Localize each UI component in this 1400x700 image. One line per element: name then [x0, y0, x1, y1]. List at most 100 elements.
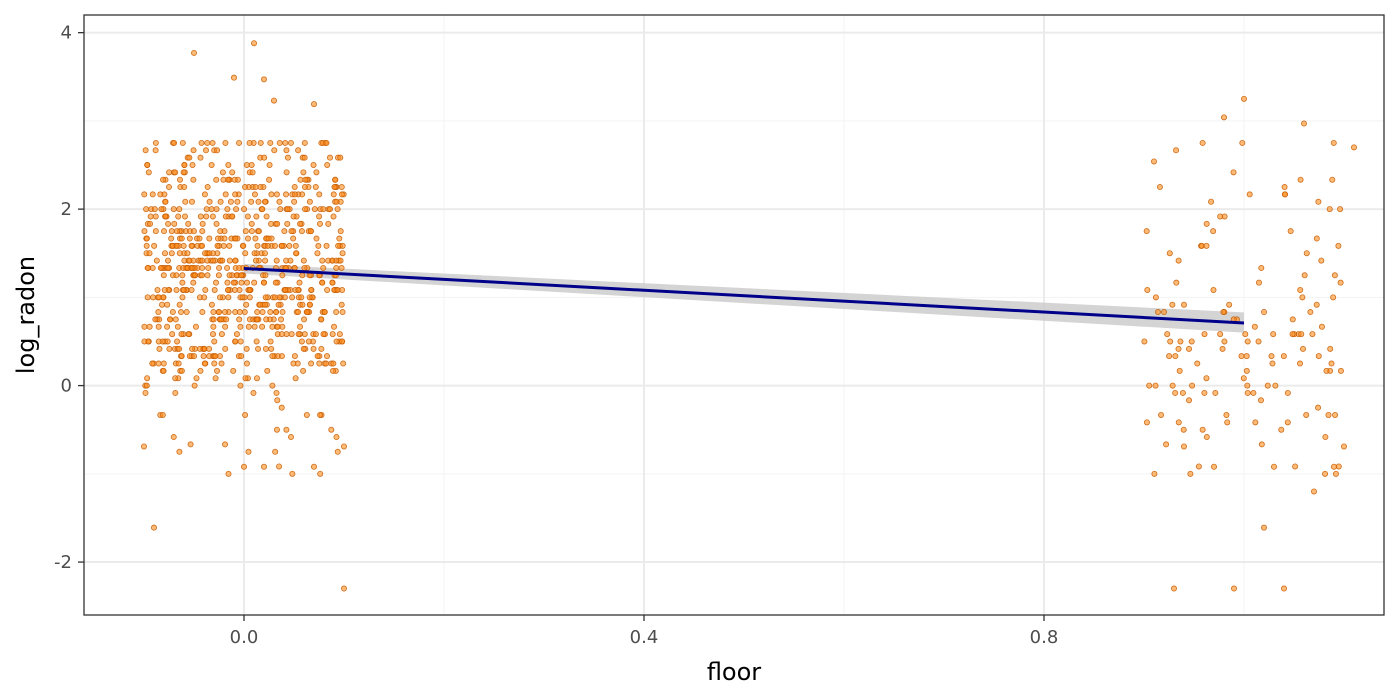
data-point	[261, 250, 268, 257]
data-point	[268, 345, 275, 352]
data-point	[318, 345, 325, 352]
data-point	[1257, 397, 1264, 404]
data-point	[199, 220, 206, 227]
data-point	[1173, 279, 1180, 286]
data-point	[1144, 286, 1151, 293]
data-point	[287, 139, 294, 146]
data-point	[338, 301, 345, 308]
data-point	[179, 279, 186, 286]
data-point	[297, 323, 304, 330]
data-point	[166, 345, 173, 352]
data-point	[316, 220, 323, 227]
data-point	[1212, 389, 1219, 396]
x-tick-label: 0.8	[1030, 627, 1059, 648]
data-point	[1210, 228, 1217, 235]
data-point	[1175, 345, 1182, 352]
data-point	[161, 286, 168, 293]
data-point	[213, 176, 220, 183]
data-point	[259, 323, 266, 330]
data-point	[1303, 411, 1310, 418]
data-point	[208, 206, 215, 213]
data-point	[237, 338, 244, 345]
data-point	[1351, 144, 1358, 151]
data-point	[323, 353, 330, 360]
data-point	[1284, 389, 1291, 396]
data-point	[252, 235, 259, 242]
data-point	[181, 161, 188, 168]
data-point	[330, 360, 337, 367]
data-point	[1287, 228, 1294, 235]
data-point	[306, 294, 313, 301]
data-point	[326, 154, 333, 161]
data-point	[301, 331, 308, 338]
data-point	[141, 191, 148, 198]
data-point	[1203, 434, 1210, 441]
data-point	[1332, 411, 1339, 418]
data-point	[1210, 286, 1217, 293]
data-point	[310, 463, 317, 470]
data-point	[295, 309, 302, 316]
data-point	[1169, 301, 1176, 308]
data-point	[193, 375, 200, 382]
data-point	[201, 360, 208, 367]
data-point	[248, 228, 255, 235]
data-point	[331, 184, 338, 191]
data-point	[213, 206, 220, 213]
data-point	[1251, 323, 1258, 330]
data-point	[1322, 434, 1329, 441]
data-point	[242, 375, 249, 382]
data-point	[198, 272, 205, 279]
data-point	[251, 191, 258, 198]
data-point	[222, 323, 229, 330]
data-point	[274, 323, 281, 330]
data-point	[145, 169, 152, 176]
data-point	[159, 301, 166, 308]
data-point	[1208, 198, 1215, 205]
data-point	[339, 338, 346, 345]
data-point	[326, 206, 333, 213]
data-point	[1303, 250, 1310, 257]
y-axis-title: log_radon	[12, 256, 40, 374]
data-point	[241, 309, 248, 316]
data-point	[214, 147, 221, 154]
data-point	[168, 235, 175, 242]
data-point	[144, 375, 151, 382]
data-point	[250, 389, 257, 396]
x-tick-label: 0.4	[630, 627, 659, 648]
data-point	[272, 294, 279, 301]
data-point	[260, 463, 267, 470]
data-point	[286, 242, 293, 249]
data-point	[302, 206, 309, 213]
data-point	[152, 316, 159, 323]
data-point	[173, 286, 180, 293]
data-point	[282, 139, 289, 146]
data-point	[277, 206, 284, 213]
data-point	[1172, 389, 1179, 396]
data-point	[151, 206, 158, 213]
data-point	[291, 198, 298, 205]
data-point	[199, 309, 206, 316]
data-point	[243, 345, 250, 352]
data-point	[143, 382, 150, 389]
data-point	[196, 235, 203, 242]
data-point	[269, 382, 276, 389]
data-point	[320, 264, 327, 271]
data-point	[243, 301, 250, 308]
data-point	[251, 323, 258, 330]
data-point	[248, 198, 255, 205]
data-point	[246, 286, 253, 293]
data-point	[296, 279, 303, 286]
data-point	[217, 198, 224, 205]
data-point	[180, 242, 187, 249]
data-point	[206, 353, 213, 360]
data-point	[274, 397, 281, 404]
data-point	[325, 220, 332, 227]
data-point	[160, 176, 167, 183]
data-point	[212, 375, 219, 382]
data-point	[142, 389, 149, 396]
data-point	[255, 198, 262, 205]
data-point	[183, 309, 190, 316]
data-point	[210, 309, 217, 316]
data-point	[209, 213, 216, 220]
data-point	[192, 323, 199, 330]
